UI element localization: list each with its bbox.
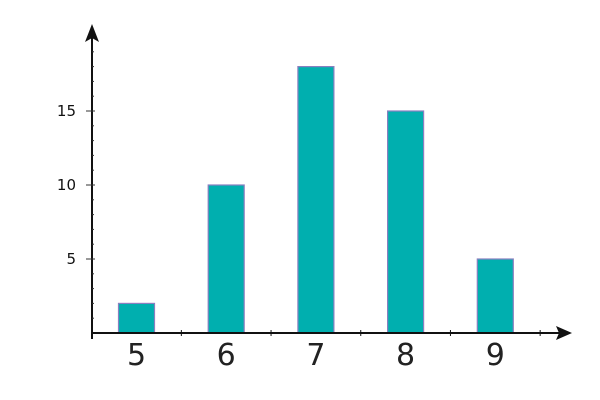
y-tick-label: 15: [57, 102, 76, 120]
x-axis-arrow: [556, 326, 572, 340]
bar-6: [207, 184, 245, 334]
bar-7: [297, 65, 335, 334]
x-tick-label: 6: [217, 338, 236, 373]
x-tick-label: 9: [486, 338, 505, 373]
bar-8: [387, 110, 425, 334]
x-tick-label: 7: [306, 338, 325, 373]
bar-9: [476, 258, 514, 334]
x-tick-label: 5: [127, 338, 146, 373]
y-tick-label: 10: [57, 176, 76, 194]
y-tick-label: 5: [66, 250, 76, 268]
y-axis-arrow: [85, 24, 99, 42]
bar-5: [117, 302, 156, 334]
x-tick-label: 8: [396, 338, 415, 373]
